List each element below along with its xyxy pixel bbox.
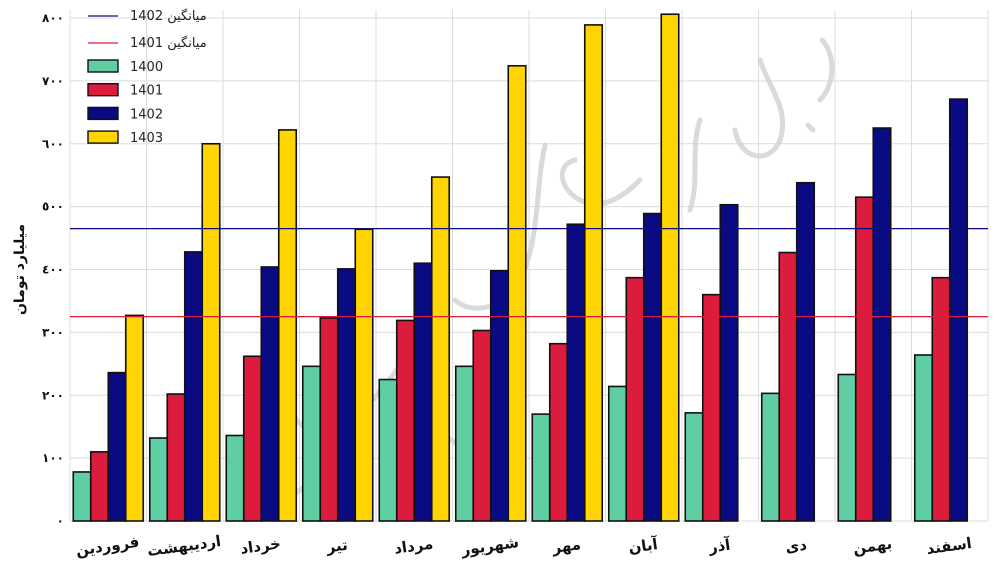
bar-1403-7 xyxy=(660,13,680,522)
y-tick-label: ٨٠٠ xyxy=(42,11,64,25)
y-tick-label: ٣٠٠ xyxy=(42,325,64,339)
bar-1400-3 xyxy=(301,365,322,522)
bar-1403-3 xyxy=(354,228,374,522)
bar-1402-7 xyxy=(642,212,663,522)
bar-1401-3 xyxy=(319,317,339,522)
bar-1401-6 xyxy=(548,342,569,522)
y-tick-label: ٧٠٠ xyxy=(42,74,64,88)
bar-1402-1 xyxy=(183,251,204,522)
legend-label: میانگین 1401 xyxy=(130,35,207,51)
bar-1402-9 xyxy=(795,181,816,522)
bar-1401-1 xyxy=(166,393,186,522)
x-tick-label: شهریور xyxy=(459,533,520,559)
bar-1403-5 xyxy=(507,64,527,522)
bar-1401-11 xyxy=(931,276,951,522)
bar-1400-2 xyxy=(225,434,245,522)
legend-swatch-1403 xyxy=(87,130,119,144)
x-tick-label: اسفند xyxy=(925,534,973,558)
legend-swatch-1400 xyxy=(87,59,119,73)
bar-1400-10 xyxy=(837,373,857,522)
bar-1400-7 xyxy=(607,385,628,522)
legend-label: 1401 xyxy=(130,84,163,99)
bar-1403-4 xyxy=(430,176,451,522)
average-lines xyxy=(70,228,988,318)
bar-1400-0 xyxy=(72,471,92,522)
bar-1400-4 xyxy=(378,378,398,522)
x-tick-label: خرداد xyxy=(239,534,282,557)
grid xyxy=(69,10,989,522)
bar-1402-10 xyxy=(872,127,892,522)
bar-1402-3 xyxy=(336,268,357,522)
bar-1402-2 xyxy=(260,266,280,522)
bars xyxy=(72,13,969,522)
bar-1400-5 xyxy=(454,365,475,522)
x-tick-label: آذر xyxy=(707,536,733,557)
bar-1400-9 xyxy=(760,392,781,522)
bar-1400-11 xyxy=(913,354,934,522)
bar-1402-11 xyxy=(948,98,969,522)
x-tick-label: دی xyxy=(784,536,808,557)
axes: ٠ ١٠٠ ٢٠٠ ٣٠٠ ٤٠٠ ٥٠٠ ٦٠٠ ٧٠٠ ٨٠٠ میلیارد تومان فر… xyxy=(12,11,973,560)
legend-label: 1402 xyxy=(130,107,163,122)
legend-label: 1403 xyxy=(130,131,163,146)
y-tick-label: ١٠٠ xyxy=(42,451,64,465)
x-tick-label: تیر xyxy=(324,536,348,557)
x-tick-label: مهر xyxy=(550,535,582,557)
bar-1401-5 xyxy=(472,329,492,522)
y-axis-label: میلیارد تومان xyxy=(12,224,28,315)
bar-1402-8 xyxy=(719,203,739,522)
bar-1401-0 xyxy=(89,451,110,522)
legend-label: 1400 xyxy=(130,60,163,75)
x-tick-label: اردیبهشت xyxy=(146,532,222,560)
bar-1401-8 xyxy=(701,293,722,522)
legend-swatch-1401 xyxy=(87,82,119,97)
bar-1402-0 xyxy=(107,371,127,522)
bar-1400-1 xyxy=(148,437,169,522)
x-tick-label: فروردین xyxy=(75,533,141,560)
legend-label: میانگین 1402 xyxy=(130,8,207,24)
y-tick-label: ٥٠٠ xyxy=(42,200,64,214)
bar-1401-4 xyxy=(395,319,416,522)
x-tick-label: مرداد xyxy=(393,534,434,557)
bar-1402-4 xyxy=(413,262,433,522)
bar-1401-2 xyxy=(242,355,263,522)
y-tick-label: ٤٠٠ xyxy=(42,263,64,277)
bar-1401-7 xyxy=(625,276,645,522)
legend: میانگین 1402 میانگین 1401 1400 1401 1402 1403 xyxy=(87,8,207,146)
y-tick-label: ٠ xyxy=(57,514,64,528)
bar-1402-6 xyxy=(566,223,586,522)
bar-1401-9 xyxy=(778,251,798,522)
bar-1402-5 xyxy=(489,269,510,522)
bar-1400-6 xyxy=(531,413,551,522)
y-tick-label: ٦٠٠ xyxy=(42,137,64,151)
legend-swatch-1402 xyxy=(87,106,119,121)
x-tick-label: آبان xyxy=(627,535,659,557)
bar-1403-0 xyxy=(124,314,145,522)
bar-1401-10 xyxy=(854,196,875,522)
y-tick-label: ٢٠٠ xyxy=(42,388,64,402)
bar-1403-2 xyxy=(277,129,298,522)
x-tick-label: بهمن xyxy=(852,534,893,557)
bar-1403-1 xyxy=(201,142,221,522)
bar-1403-6 xyxy=(583,24,604,522)
bar-1400-8 xyxy=(684,412,704,522)
